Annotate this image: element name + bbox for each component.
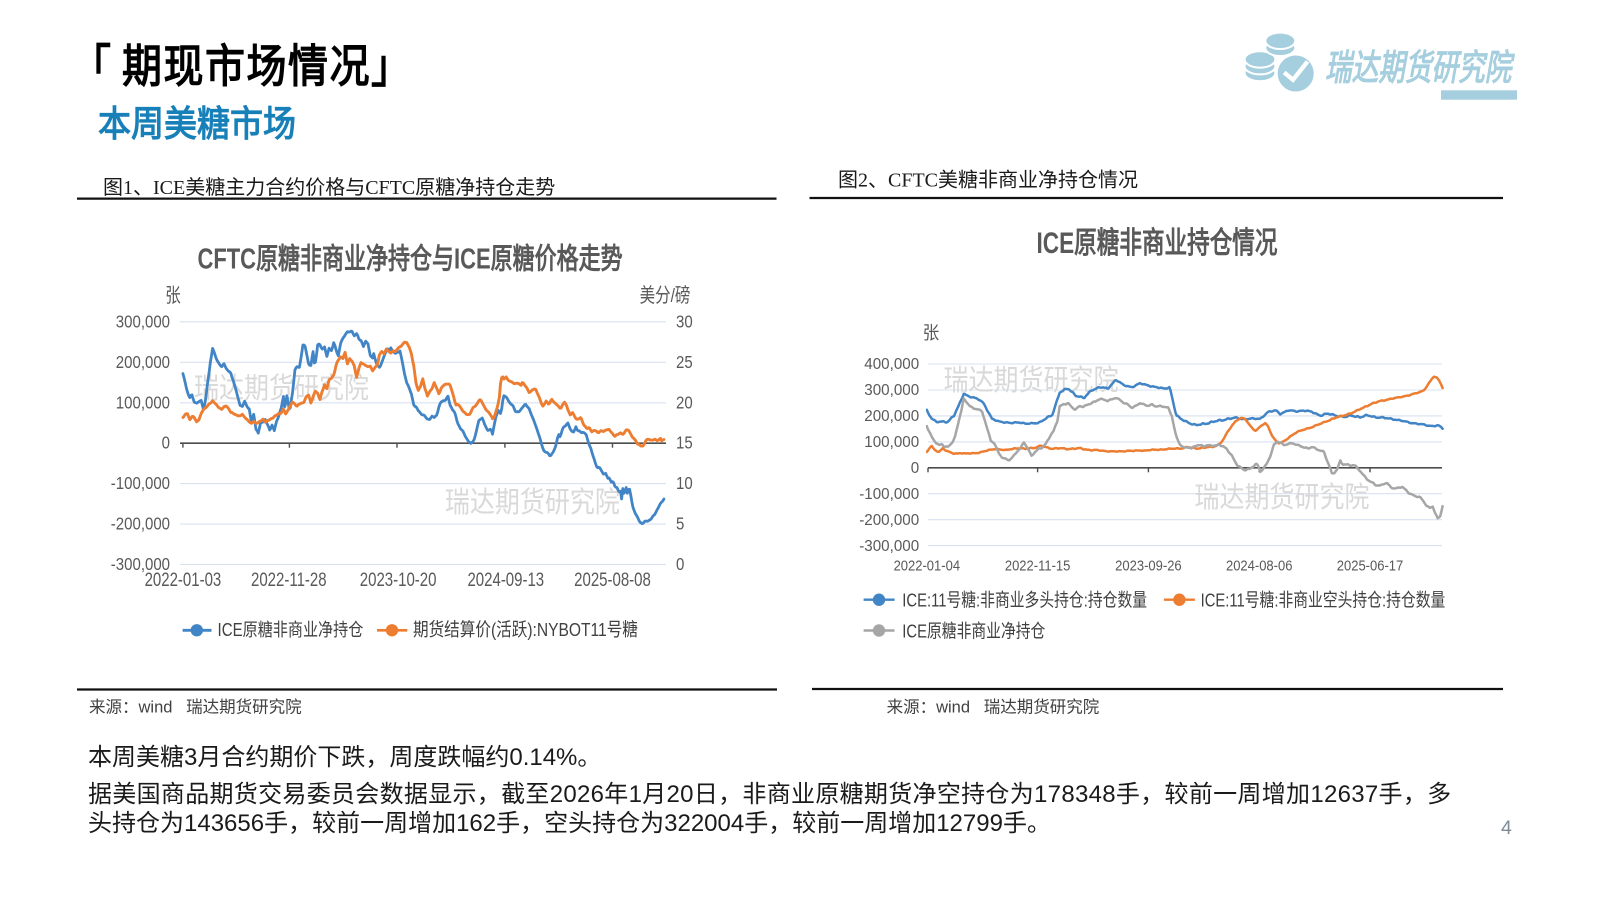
svg-text:ICE原糖非商业持仓情况: ICE原糖非商业持仓情况 — [1037, 226, 1278, 260]
svg-text:2022-11-28: 2022-11-28 — [251, 568, 327, 590]
svg-text:100,000: 100,000 — [864, 434, 919, 451]
svg-text:300,000: 300,000 — [116, 312, 170, 331]
svg-text:5: 5 — [676, 515, 684, 534]
svg-text:2022-11-15: 2022-11-15 — [1005, 558, 1071, 574]
svg-text:-200,000: -200,000 — [859, 512, 919, 529]
svg-text:来源：wind 瑞达期货研究院: 来源：wind 瑞达期货研究院 — [89, 698, 302, 717]
svg-text:瑞达期货研究院: 瑞达期货研究院 — [445, 486, 620, 518]
svg-text:30: 30 — [676, 312, 693, 331]
svg-text:400,000: 400,000 — [864, 356, 919, 373]
svg-text:2024-09-13: 2024-09-13 — [467, 568, 544, 590]
svg-text:0: 0 — [162, 434, 170, 453]
svg-text:200,000: 200,000 — [116, 353, 170, 372]
svg-text:100,000: 100,000 — [116, 393, 170, 412]
svg-text:ICE原糖非商业净持仓: ICE原糖非商业净持仓 — [218, 620, 364, 641]
svg-text:300,000: 300,000 — [864, 382, 919, 399]
svg-text:来源：wind 瑞达期货研究院: 来源：wind 瑞达期货研究院 — [887, 698, 1100, 717]
svg-text:期货结算价(活跃):NYBOT11号糖: 期货结算价(活跃):NYBOT11号糖 — [413, 619, 638, 641]
svg-text:瑞达期货研究院: 瑞达期货研究院 — [1324, 47, 1518, 88]
svg-text:CFTC原糖非商业净持仓与ICE原糖价格走势: CFTC原糖非商业净持仓与ICE原糖价格走势 — [197, 241, 622, 275]
svg-text:0: 0 — [911, 460, 920, 477]
svg-text:20: 20 — [676, 393, 693, 412]
svg-text:-300,000: -300,000 — [859, 538, 919, 555]
svg-text:10: 10 — [676, 474, 693, 493]
svg-text:瑞达期货研究院: 瑞达期货研究院 — [1195, 481, 1370, 513]
svg-text:图1、ICE美糖主力合约价格与CFTC原糖净持仓走势: 图1、ICE美糖主力合约价格与CFTC原糖净持仓走势 — [103, 176, 555, 199]
svg-text:25: 25 — [676, 353, 693, 372]
svg-text:2025-06-17: 2025-06-17 — [1337, 558, 1403, 574]
svg-text:2022-01-03: 2022-01-03 — [145, 568, 222, 590]
svg-text:图2、CFTC美糖非商业净持仓情况: 图2、CFTC美糖非商业净持仓情况 — [838, 169, 1138, 192]
svg-text:张: 张 — [923, 322, 939, 343]
svg-text:2023-09-26: 2023-09-26 — [1115, 558, 1182, 574]
svg-text:2022-01-04: 2022-01-04 — [894, 558, 961, 574]
svg-text:0: 0 — [676, 555, 684, 574]
svg-text:2024-08-06: 2024-08-06 — [1226, 558, 1293, 574]
svg-text:美分/磅: 美分/磅 — [640, 284, 691, 306]
svg-text:-100,000: -100,000 — [111, 474, 170, 493]
svg-text:张: 张 — [165, 284, 181, 306]
svg-text:ICE原糖非商业净持仓: ICE原糖非商业净持仓 — [902, 621, 1045, 642]
svg-text:-300,000: -300,000 — [111, 555, 170, 574]
svg-text:-100,000: -100,000 — [859, 486, 919, 503]
svg-text:ICE:11号糖:非商业空头持仓:持仓数量: ICE:11号糖:非商业空头持仓:持仓数量 — [1201, 590, 1446, 611]
svg-text:ICE:11号糖:非商业多头持仓:持仓数量: ICE:11号糖:非商业多头持仓:持仓数量 — [902, 590, 1147, 611]
svg-text:-200,000: -200,000 — [111, 515, 170, 534]
svg-text:2023-10-20: 2023-10-20 — [360, 568, 437, 590]
svg-text:15: 15 — [676, 434, 693, 453]
svg-text:200,000: 200,000 — [864, 408, 919, 425]
svg-text:2025-08-08: 2025-08-08 — [574, 568, 651, 590]
